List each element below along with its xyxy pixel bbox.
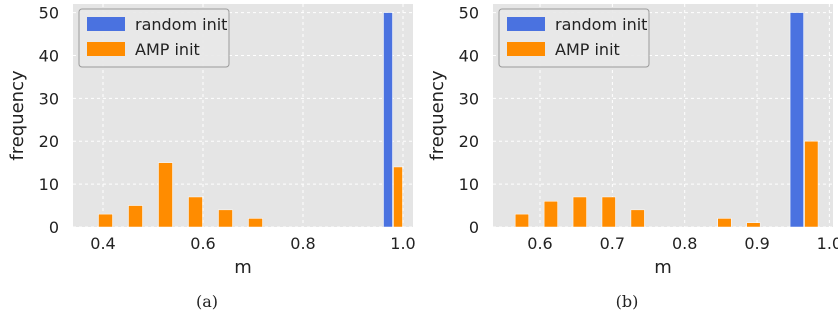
bar-amp-init — [804, 140, 819, 228]
bar-amp-init — [218, 209, 233, 228]
legend-swatch — [507, 42, 545, 56]
y-tick-label: 20 — [459, 132, 479, 151]
bar-random-init — [383, 12, 393, 228]
legend-label: AMP init — [555, 40, 620, 59]
y-tick-label: 40 — [39, 46, 59, 65]
bar-amp-init — [158, 162, 173, 228]
bar-amp-init — [393, 166, 403, 228]
bar-amp-init — [746, 222, 761, 228]
legend-swatch — [87, 17, 125, 31]
x-axis-label: m — [234, 257, 252, 278]
panel-caption: (a) — [196, 292, 218, 311]
legend-swatch — [507, 17, 545, 31]
y-axis-label: frequency — [427, 70, 448, 161]
y-tick-label: 30 — [459, 89, 479, 108]
y-tick-label: 0 — [469, 218, 479, 237]
x-tick-label: 0.6 — [527, 234, 552, 253]
bar-amp-init — [128, 205, 143, 228]
bar-amp-init — [514, 213, 529, 228]
legend-label: random init — [135, 15, 227, 34]
panel-a: 0 10 20 30 40 50 0.4 0.6 0.8 1.0 m frequency random … — [7, 4, 416, 311]
y-tick-label: 50 — [459, 4, 479, 23]
y-axis-label: frequency — [7, 70, 28, 161]
y-tick-label: 10 — [459, 175, 479, 194]
x-tick-label: 1.0 — [390, 234, 415, 253]
bar-amp-init — [601, 196, 616, 228]
y-tick-label: 20 — [39, 132, 59, 151]
x-axis-label: m — [654, 257, 672, 278]
bar-amp-init — [188, 196, 203, 228]
y-tick-label: 0 — [49, 218, 59, 237]
legend-label: random init — [555, 15, 647, 34]
bar-amp-init — [572, 196, 587, 228]
x-tick-label: 0.9 — [744, 234, 769, 253]
x-tick-label: 0.8 — [672, 234, 697, 253]
y-tick-label: 40 — [459, 46, 479, 65]
legend: random init AMP init — [498, 8, 650, 68]
bar-amp-init — [248, 218, 263, 228]
x-tick-label: 1.0 — [817, 234, 838, 253]
x-tick-label: 0.4 — [90, 234, 115, 253]
x-tick-label: 0.8 — [290, 234, 315, 253]
legend-swatch — [87, 42, 125, 56]
panel-caption: (b) — [616, 292, 639, 311]
panel-b: 0 10 20 30 40 50 0.6 0.7 0.8 0.9 1.0 m frequency rand… — [427, 4, 838, 311]
bar-amp-init — [98, 213, 113, 228]
bar-amp-init — [630, 209, 645, 228]
legend-label: AMP init — [135, 40, 200, 59]
bar-amp-init — [543, 201, 558, 228]
y-tick-label: 50 — [39, 4, 59, 23]
y-tick-label: 30 — [39, 89, 59, 108]
bar-amp-init — [717, 218, 732, 228]
legend: random init AMP init — [78, 8, 230, 68]
x-tick-label: 0.7 — [600, 234, 625, 253]
y-tick-label: 10 — [39, 175, 59, 194]
bar-random-init — [789, 12, 804, 228]
x-tick-label: 0.6 — [190, 234, 215, 253]
